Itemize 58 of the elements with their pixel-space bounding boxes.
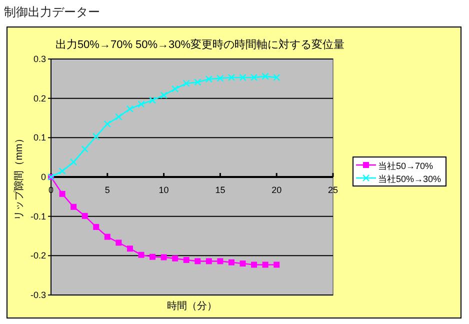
y-tick-label: -0.3 — [30, 290, 46, 300]
point — [171, 85, 179, 92]
point — [104, 234, 110, 240]
point — [182, 80, 190, 87]
y-tick-label: 0.1 — [33, 132, 46, 143]
y-axis-title: リップ隙間（mm） — [13, 134, 25, 220]
point — [81, 145, 88, 153]
point — [273, 74, 280, 82]
point — [126, 246, 133, 252]
point — [262, 72, 269, 80]
y-tick-label: -0.2 — [30, 250, 46, 261]
point — [58, 168, 66, 175]
point — [150, 254, 156, 260]
point — [70, 204, 77, 210]
point — [104, 120, 111, 128]
x-tick-label: 25 — [328, 185, 338, 195]
point — [205, 75, 213, 83]
point — [126, 105, 134, 113]
y-tick-label: -0.1 — [30, 211, 46, 222]
x-tick-label: 5 — [104, 185, 110, 195]
y-tick-label: 0.2 — [33, 93, 46, 104]
point — [183, 256, 190, 263]
point — [239, 74, 246, 82]
point — [160, 254, 167, 260]
legend-label: 当社50→70% — [378, 161, 434, 171]
point — [116, 240, 122, 246]
point — [194, 258, 201, 264]
x-axis-title: 時間（分） — [167, 300, 217, 312]
point — [160, 92, 168, 99]
text: 制御出力データー — [4, 5, 100, 19]
point — [216, 74, 224, 82]
x-tick-label: 15 — [215, 185, 226, 195]
point — [228, 259, 234, 266]
point — [217, 258, 224, 264]
point — [115, 113, 122, 120]
chart-title: 出力50%→70% 50%→30%変更時の時間軸に対する変位量 — [55, 38, 345, 51]
point — [138, 252, 144, 258]
point — [194, 78, 202, 86]
point — [148, 96, 156, 104]
point — [93, 224, 100, 230]
point — [59, 190, 66, 197]
point — [92, 132, 100, 140]
point — [228, 74, 236, 82]
point — [82, 212, 88, 219]
x-tick-label: 20 — [272, 185, 282, 195]
x-tick-label: 10 — [158, 185, 169, 195]
y-tick-label: 0 — [40, 172, 46, 182]
point — [250, 74, 258, 82]
point — [240, 260, 246, 267]
point — [251, 262, 258, 268]
point — [138, 100, 145, 108]
legend-label: 当社50%→30% — [378, 174, 442, 184]
point — [206, 258, 212, 264]
point — [262, 262, 268, 268]
y-tick-label: 0.3 — [33, 54, 46, 64]
point — [172, 255, 178, 262]
point — [70, 158, 78, 166]
point — [274, 262, 280, 268]
